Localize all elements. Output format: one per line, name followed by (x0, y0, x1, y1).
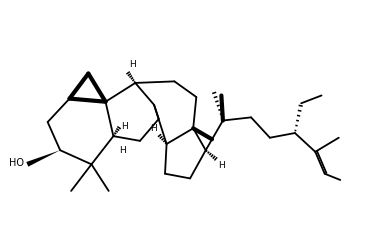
Text: H: H (218, 161, 225, 170)
Text: H: H (129, 60, 136, 69)
Text: H: H (150, 124, 157, 133)
Text: H: H (120, 147, 126, 155)
Text: HO: HO (9, 158, 24, 168)
Text: H: H (121, 122, 128, 131)
Polygon shape (26, 150, 60, 167)
